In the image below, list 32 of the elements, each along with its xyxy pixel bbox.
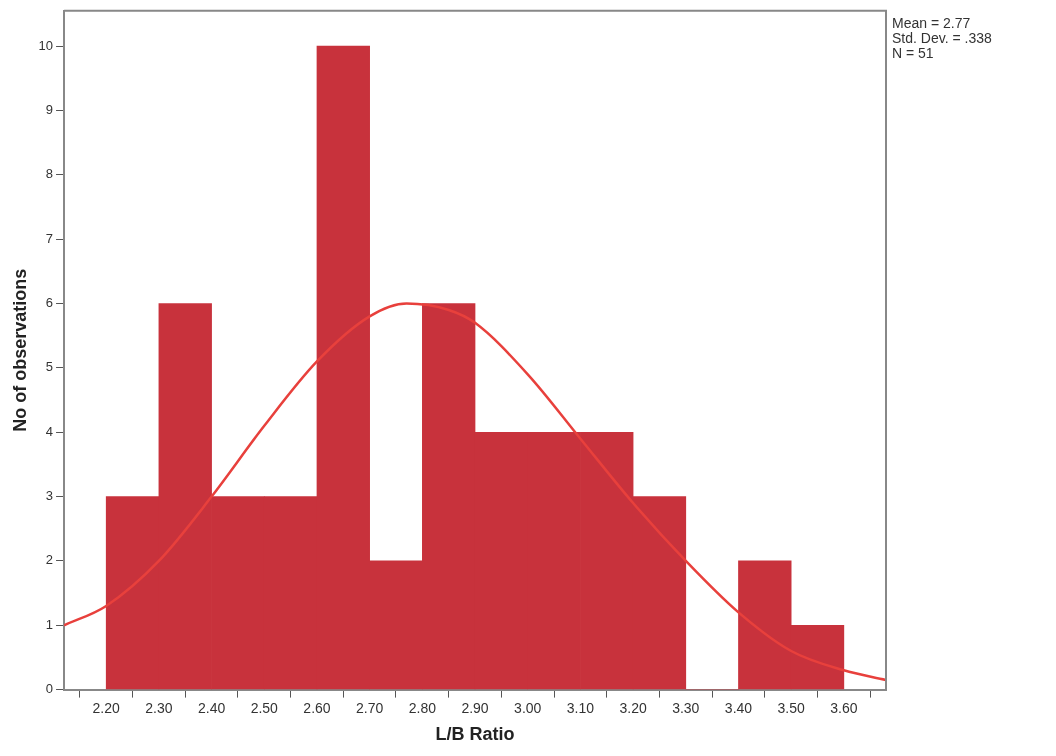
x-tick-label: 2.20 [92, 699, 121, 716]
x-tick-label: 3.20 [619, 699, 647, 716]
y-tick-label: 0 [45, 681, 54, 697]
x-axis-title: L/B Ratio [435, 724, 515, 745]
x-tick-label: 2.90 [461, 699, 489, 716]
x-tick-label: 2.70 [356, 699, 384, 716]
x-tick-label: 3.10 [566, 699, 595, 716]
x-tick-label: 3.30 [672, 699, 700, 716]
y-tick-label: 9 [45, 102, 54, 118]
x-tick-label: 2.60 [303, 699, 331, 716]
text: N = 51 [892, 45, 935, 61]
line-series [64, 302, 886, 682]
x-tick-label: 3.60 [830, 699, 858, 716]
x-tick-label: 3.40 [724, 699, 753, 716]
text: Mean = 2.77 [892, 15, 972, 31]
y-tick-label: 5 [45, 359, 54, 375]
x-tick-label: 2.50 [250, 699, 279, 716]
y-tick-label: 1 [45, 616, 54, 632]
y-axis-title: No of observations [9, 268, 30, 432]
x-tick-label: 2.40 [197, 699, 226, 716]
text: Std. Dev. = .338 [892, 30, 992, 46]
y-tick-label: 7 [45, 230, 54, 246]
y-tick-label: 2 [45, 552, 54, 568]
x-tick-label: 3.00 [514, 699, 542, 716]
x-tick-label: 2.80 [408, 699, 437, 716]
y-tick-label: 6 [45, 295, 54, 311]
y-tick-label: 8 [45, 166, 54, 182]
y-tick-label: 3 [45, 488, 54, 504]
x-tick-label: 3.50 [777, 699, 805, 716]
y-tick-label: 4 [45, 423, 54, 439]
y-tick-label: 10 [38, 37, 54, 53]
x-tick-label: 2.30 [145, 699, 173, 716]
